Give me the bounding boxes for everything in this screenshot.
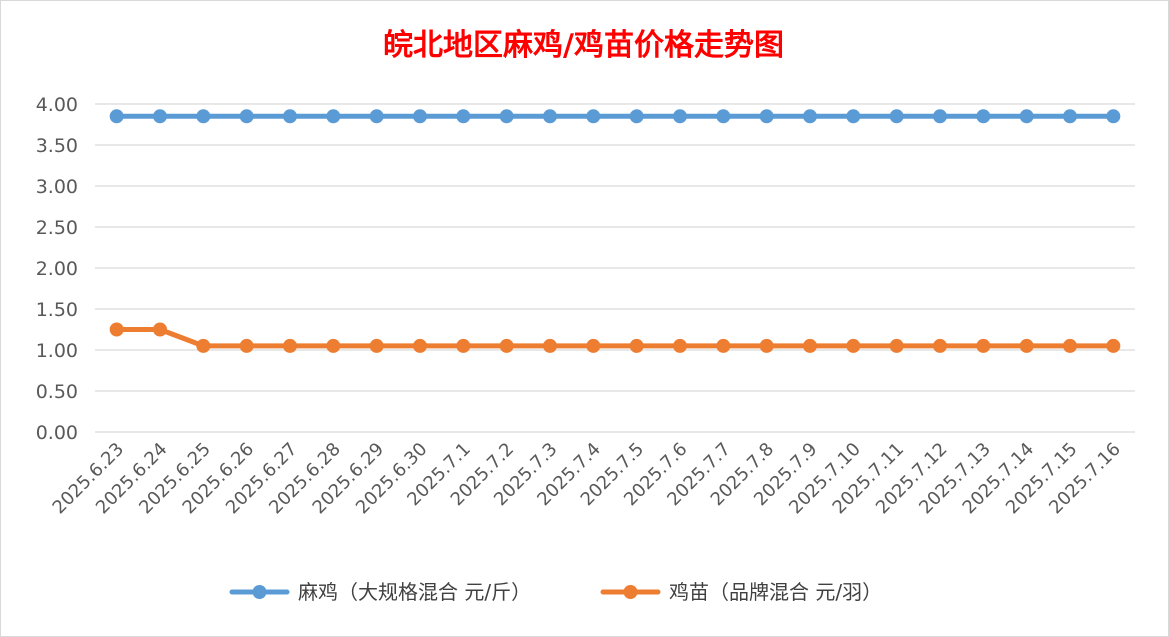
data-point bbox=[759, 338, 774, 353]
data-point bbox=[456, 109, 471, 124]
legend-label: 麻鸡（大规格混合 元/斤） bbox=[298, 580, 531, 604]
data-point bbox=[803, 109, 817, 124]
data-point bbox=[716, 338, 731, 353]
data-point bbox=[976, 109, 991, 124]
data-point bbox=[196, 338, 211, 353]
data-point bbox=[109, 109, 124, 124]
data-point bbox=[153, 322, 167, 337]
y-tick-label: 1.00 bbox=[36, 340, 78, 362]
data-point bbox=[196, 109, 211, 124]
y-tick-label: 0.50 bbox=[36, 381, 78, 403]
data-point bbox=[1019, 338, 1034, 353]
y-tick-label: 2.50 bbox=[36, 217, 78, 239]
legend-item-0: 麻鸡（大规格混合 元/斤） bbox=[229, 580, 531, 604]
data-point bbox=[283, 338, 297, 353]
y-tick-label: 3.00 bbox=[36, 176, 78, 198]
y-tick-label: 1.50 bbox=[36, 299, 78, 321]
data-point bbox=[846, 109, 861, 124]
data-point bbox=[326, 338, 341, 353]
series-1 bbox=[109, 322, 1121, 353]
data-point bbox=[1106, 338, 1121, 353]
legend-item-1: 鸡苗（品牌混合 元/羽） bbox=[600, 580, 882, 604]
y-axis-ticks: 0.00 0.50 1.00 1.50 2.00 2.50 3.00 3.50 4.00 bbox=[36, 94, 78, 444]
data-point bbox=[673, 338, 687, 353]
data-point bbox=[543, 109, 557, 124]
legend: 麻鸡（大规格混合 元/斤） 鸡苗（品牌混合 元/羽） bbox=[229, 580, 882, 604]
data-point bbox=[629, 109, 644, 124]
data-point bbox=[499, 109, 514, 124]
data-point bbox=[413, 109, 427, 124]
data-point bbox=[673, 109, 687, 124]
data-point bbox=[369, 109, 384, 124]
data-point bbox=[889, 338, 904, 353]
data-point bbox=[283, 109, 297, 124]
data-point bbox=[153, 109, 167, 124]
legend-label: 鸡苗（品牌混合 元/羽） bbox=[669, 580, 882, 604]
data-point bbox=[629, 338, 644, 353]
data-point bbox=[759, 109, 774, 124]
data-point bbox=[499, 338, 514, 353]
y-tick-label: 0.00 bbox=[36, 422, 78, 444]
data-point bbox=[109, 322, 124, 337]
y-tick-label: 4.00 bbox=[36, 94, 78, 116]
data-point bbox=[1106, 109, 1121, 124]
data-point bbox=[933, 338, 947, 353]
data-point bbox=[586, 109, 601, 124]
data-point bbox=[716, 109, 731, 124]
data-point bbox=[543, 338, 557, 353]
data-point bbox=[239, 109, 254, 124]
data-point bbox=[1063, 109, 1077, 124]
data-point bbox=[933, 109, 947, 124]
y-tick-label: 2.00 bbox=[36, 258, 78, 280]
data-point bbox=[586, 338, 601, 353]
data-point bbox=[369, 338, 384, 353]
data-point bbox=[326, 109, 341, 124]
data-point bbox=[846, 338, 861, 353]
data-point bbox=[803, 338, 817, 353]
legend-marker bbox=[623, 585, 638, 599]
legend-marker bbox=[252, 585, 267, 599]
data-point bbox=[413, 338, 427, 353]
data-point bbox=[456, 338, 471, 353]
data-point bbox=[889, 109, 904, 124]
data-point bbox=[1063, 338, 1077, 353]
y-tick-label: 3.50 bbox=[36, 135, 78, 157]
data-point bbox=[976, 338, 991, 353]
series-0 bbox=[109, 109, 1121, 124]
gridlines bbox=[95, 103, 1135, 433]
series-layer bbox=[109, 109, 1121, 353]
x-axis-ticks: 2025.6.232025.6.242025.6.252025.6.262025… bbox=[49, 439, 1125, 519]
chart-title: 皖北地区麻鸡/鸡苗价格走势图 bbox=[383, 28, 784, 63]
series-line bbox=[114, 327, 1116, 349]
data-point bbox=[1019, 109, 1034, 124]
data-point bbox=[239, 338, 254, 353]
